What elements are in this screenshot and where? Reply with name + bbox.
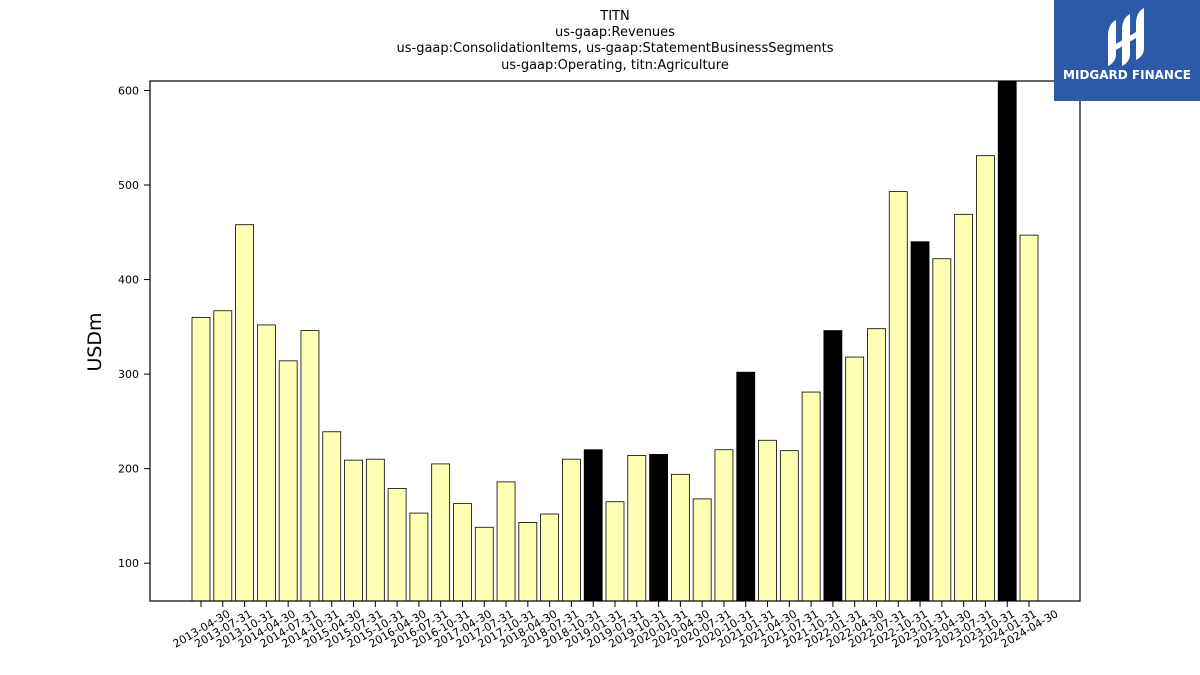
bar-2020-01-31 — [649, 454, 668, 602]
bar-2017-04-30 — [453, 503, 472, 602]
bar-2022-10-31 — [888, 191, 908, 602]
bar-2023-04-30 — [932, 258, 952, 602]
y-tick-label-300: 300 — [118, 368, 139, 381]
bar-2014-04-30 — [256, 324, 276, 602]
title-line-1: TITN — [599, 9, 629, 24]
bar-2022-01-31 — [823, 330, 843, 602]
bars-group — [191, 80, 1039, 602]
bar-2016-04-30 — [387, 488, 407, 602]
bar-2019-07-31 — [605, 501, 625, 602]
bar-2018-04-30 — [518, 522, 538, 602]
bar-2016-10-31 — [431, 463, 451, 602]
logo-text: MIDGARD FINANCE — [1063, 68, 1191, 82]
y-axis-label: USDm — [84, 312, 106, 371]
chart-title: TITN us-gaap:Revenues us-gaap:Consolidat… — [396, 9, 833, 73]
bar-2023-10-31 — [976, 155, 995, 602]
bar-2013-04-30 — [191, 316, 211, 602]
bar-2017-07-31 — [474, 526, 494, 602]
plot-frame — [149, 80, 1081, 602]
bar-2017-10-31 — [496, 481, 516, 602]
bar-2020-07-31 — [692, 498, 712, 602]
y-tick-label-100: 100 — [118, 557, 139, 570]
y-tick-label-500: 500 — [118, 179, 139, 192]
bar-2013-10-31 — [235, 224, 254, 602]
midgard-logo-icon — [1108, 8, 1144, 66]
bar-2022-04-30 — [845, 356, 865, 602]
bar-2022-07-31 — [867, 328, 886, 602]
bar-2014-07-31 — [278, 360, 298, 602]
bar-2015-07-31 — [344, 459, 363, 602]
bar-2021-04-30 — [758, 439, 777, 602]
bar-2024-04-30 — [1019, 234, 1039, 602]
midgard-finance-logo: MIDGARD FINANCE — [1054, 0, 1200, 101]
bar-2020-04-30 — [670, 473, 690, 602]
bar-2015-04-30 — [322, 431, 342, 602]
bar-2014-10-31 — [300, 330, 320, 602]
y-tick-label-600: 600 — [118, 84, 139, 97]
title-line-3: us-gaap:ConsolidationItems, us-gaap:Stat… — [396, 41, 833, 56]
bar-2021-01-31 — [736, 371, 756, 602]
y-tick-label-400: 400 — [118, 274, 139, 287]
bar-2013-07-31 — [213, 310, 233, 602]
bar-2021-10-31 — [801, 391, 821, 602]
bar-2019-10-31 — [627, 454, 647, 602]
bar-2018-10-31 — [562, 458, 581, 602]
title-line-2: us-gaap:Revenues — [555, 25, 675, 40]
bar-2023-07-31 — [954, 213, 974, 602]
title-line-4: us-gaap:Operating, titn:Agriculture — [501, 58, 729, 73]
y-tick-label-200: 200 — [118, 463, 139, 476]
x-axis: 2013-04-302013-07-312013-10-312014-04-30… — [171, 601, 1061, 651]
bar-2018-07-31 — [540, 513, 560, 602]
bar-2019-01-31 — [583, 449, 603, 602]
bar-2016-07-31 — [409, 512, 429, 602]
bar-2020-10-31 — [714, 449, 734, 602]
bar-2021-07-31 — [779, 450, 799, 602]
y-axis: 100 200 300 400 500 600 — [118, 84, 150, 570]
bar-2024-01-31 — [997, 80, 1017, 602]
bar-2023-01-31 — [910, 241, 930, 602]
bar-2015-10-31 — [365, 458, 385, 602]
